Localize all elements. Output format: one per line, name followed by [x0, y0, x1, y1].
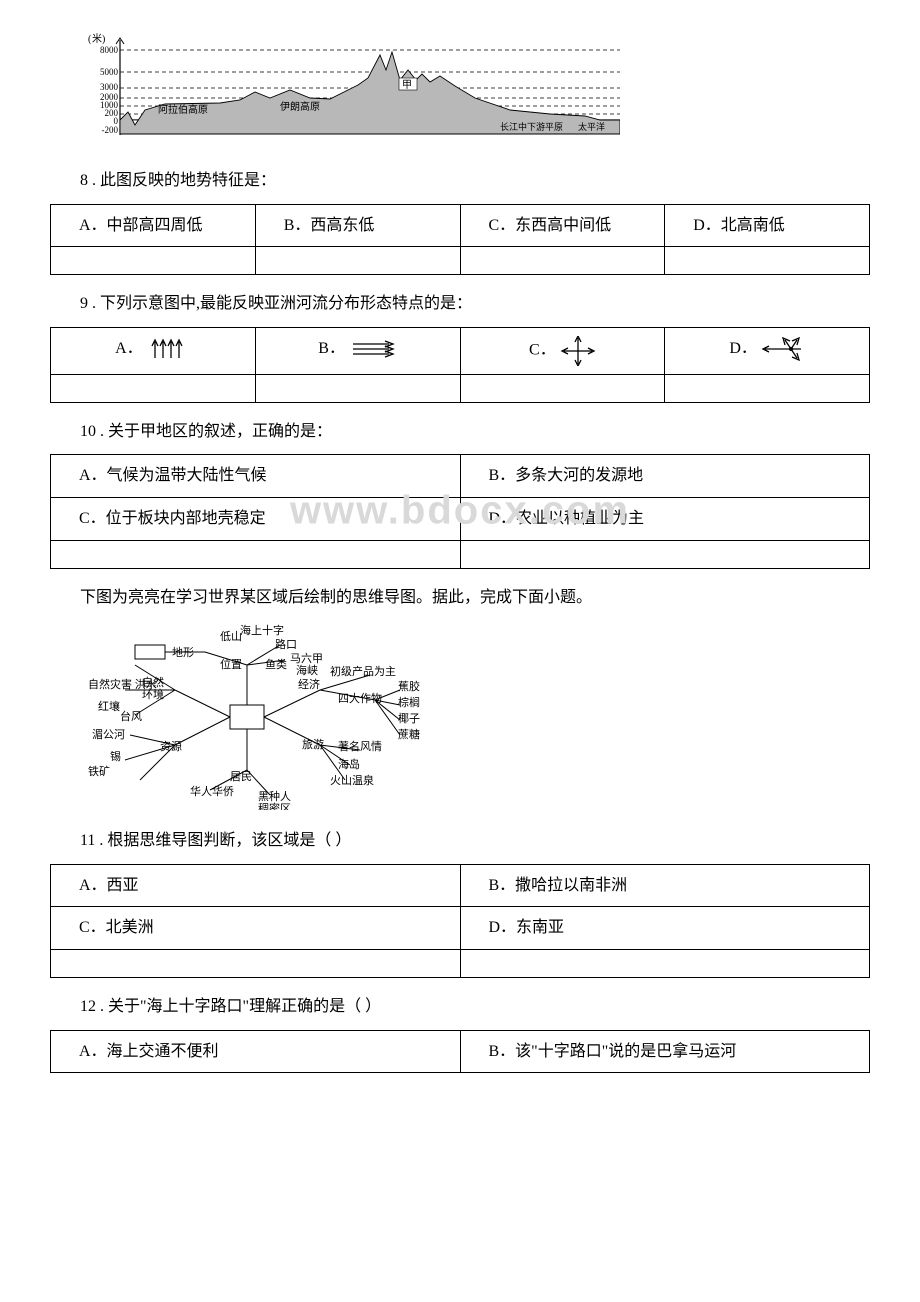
question-12: 12 . 关于"海上十字路口"理解正确的是（ ）: [80, 994, 870, 1020]
svg-text:蔗糖: 蔗糖: [398, 727, 420, 741]
question-9: 9 . 下列示意图中,最能反映亚洲河流分布形态特点的是：: [80, 291, 870, 317]
q9-opt-d-label: D．: [729, 340, 757, 357]
svg-text:经济: 经济: [298, 677, 320, 691]
svg-text:3000: 3000: [100, 82, 119, 92]
q8-options-table: A．中部高四周低 B．西高东低 C．东西高中间低 D．北高南低: [50, 204, 870, 276]
svg-text:地形: 地形: [172, 646, 194, 659]
svg-text:初级产品为主: 初级产品为主: [330, 664, 396, 678]
svg-text:华人华侨: 华人华侨: [190, 784, 234, 798]
svg-text:四大作物: 四大作物: [338, 691, 382, 705]
svg-text:火山温泉: 火山温泉: [330, 773, 374, 787]
q10-opt-a: A．气候为温带大陆性气候: [57, 463, 267, 489]
river-pattern-c-icon: [560, 336, 596, 366]
label-jia: 甲: [402, 80, 412, 91]
svg-text:海上十字: 海上十字: [240, 623, 284, 637]
svg-text:位置: 位置: [220, 657, 242, 671]
svg-text:8000: 8000: [100, 45, 119, 55]
q12-options-table: A．海上交通不便利 B．该"十字路口"说的是巴拿马运河: [50, 1030, 870, 1074]
label-yangtze: 长江中下游平原: [500, 121, 563, 132]
svg-text:海峡: 海峡: [296, 663, 318, 677]
q12-opt-b: B．该"十字路口"说的是巴拿马运河: [467, 1039, 737, 1065]
svg-text:棕榈: 棕榈: [398, 695, 420, 709]
q10-opt-c: C．位于板块内部地壳稳定: [57, 506, 266, 532]
svg-text:蕉胶: 蕉胶: [398, 679, 420, 693]
intro-11: 下图为亮亮在学习世界某区域后绘制的思维导图。据此，完成下面小题。: [80, 585, 870, 611]
mindmap-svg: 地形 低山 海上十字 路口 马六甲 海峡 自然 环境 自然灾害 洪水 红壤 台风…: [80, 620, 420, 810]
svg-text:鱼类: 鱼类: [265, 657, 287, 671]
svg-text:稠密区: 稠密区: [258, 801, 291, 810]
q11-opt-b: B．撒哈拉以南非洲: [467, 873, 628, 899]
q9-opt-a-label: A．: [115, 340, 143, 357]
q10-options-table: A．气候为温带大陆性气候 B．多条大河的发源地 C．位于板块内部地壳稳定 D．农…: [50, 454, 870, 568]
label-iran: 伊朗高原: [280, 100, 320, 113]
svg-text:5000: 5000: [100, 67, 119, 77]
svg-text:低山: 低山: [220, 630, 242, 643]
q8-opt-b: B．西高东低: [262, 213, 375, 239]
svg-text:旅游: 旅游: [302, 737, 324, 751]
svg-text:米): 米): [92, 32, 105, 45]
question-8: 8 . 此图反映的地势特征是：: [80, 168, 870, 194]
svg-text:锡: 锡: [110, 749, 121, 763]
svg-text:-200: -200: [102, 125, 119, 135]
q8-opt-a: A．中部高四周低: [57, 213, 203, 239]
svg-text:台风: 台风: [120, 709, 142, 723]
svg-text:黑种人: 黑种人: [258, 789, 291, 803]
q11-opt-a: A．西亚: [57, 873, 139, 899]
river-pattern-d-icon: [761, 337, 805, 361]
q11-opt-c: C．北美洲: [57, 915, 154, 941]
q8-opt-d: D．北高南低: [671, 213, 785, 239]
label-pacific: 太平洋: [578, 121, 605, 132]
q9-opt-c-label: C．: [529, 341, 556, 358]
elevation-profile-svg: ( 米) 8000 5000 3000 2000 1000 200 0 -200: [80, 30, 620, 150]
q12-opt-a: A．海上交通不便利: [57, 1039, 219, 1065]
river-pattern-b-icon: [349, 339, 397, 359]
q11-options-table: A．西亚 B．撒哈拉以南非洲 C．北美洲 D．东南亚: [50, 864, 870, 978]
question-11: 11 . 根据思维导图判断，该区域是（ ）: [80, 828, 870, 854]
svg-text:海岛: 海岛: [338, 757, 360, 771]
mindmap-figure: 地形 低山 海上十字 路口 马六甲 海峡 自然 环境 自然灾害 洪水 红壤 台风…: [80, 620, 870, 810]
q11-opt-d: D．东南亚: [467, 915, 565, 941]
q9-options-table: A． B． C．: [50, 327, 870, 403]
svg-text:著名风情: 著名风情: [338, 739, 382, 753]
q9-opt-b-label: B．: [318, 340, 345, 357]
svg-text:椰子: 椰子: [398, 711, 420, 725]
question-10: 10 . 关于甲地区的叙述，正确的是：: [80, 419, 870, 445]
label-arabian: 阿拉伯高原: [158, 103, 208, 116]
svg-text:自然灾害 洪水: 自然灾害 洪水: [88, 677, 157, 691]
river-pattern-a-icon: [147, 338, 191, 360]
q10-opt-d: D．农业以种植业为主: [467, 506, 645, 532]
q8-opt-c: C．东西高中间低: [467, 213, 612, 239]
svg-text:居民: 居民: [230, 771, 252, 783]
svg-text:资源: 资源: [160, 739, 182, 753]
elevation-profile-figure: ( 米) 8000 5000 3000 2000 1000 200 0 -200: [80, 30, 870, 150]
svg-text:铁矿: 铁矿: [88, 765, 110, 778]
q10-opt-b: B．多条大河的发源地: [467, 463, 644, 489]
svg-text:马六甲: 马六甲: [290, 652, 323, 665]
svg-text:湄公河: 湄公河: [92, 728, 125, 741]
svg-text:红壤: 红壤: [98, 699, 120, 713]
svg-text:路口: 路口: [275, 638, 297, 651]
